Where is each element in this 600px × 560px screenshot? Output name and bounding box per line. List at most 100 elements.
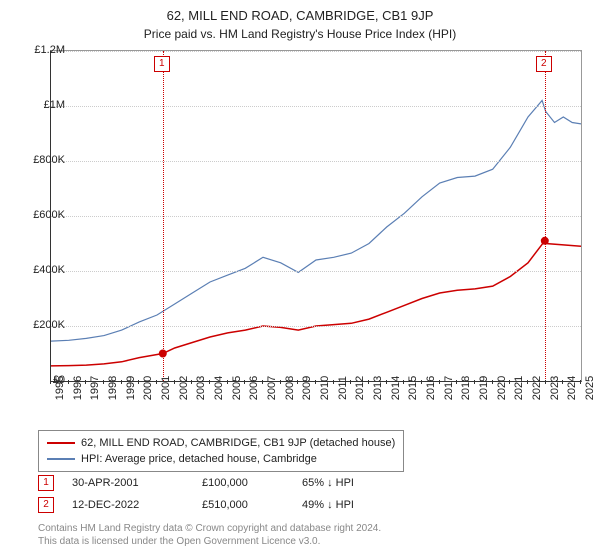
xtick-mark xyxy=(439,380,440,384)
xtick-mark xyxy=(138,380,139,384)
gridline xyxy=(51,161,581,162)
sales-table: 1 30-APR-2001 £100,000 65% ↓ HPI 2 12-DE… xyxy=(38,472,402,516)
xtick-label: 2013 xyxy=(372,376,384,400)
sale-date: 30-APR-2001 xyxy=(72,477,202,489)
xtick-label: 2022 xyxy=(531,376,543,400)
xtick-label: 1997 xyxy=(89,376,101,400)
xtick-label: 2000 xyxy=(142,376,154,400)
xtick-mark xyxy=(262,380,263,384)
xtick-mark xyxy=(280,380,281,384)
gridline xyxy=(51,271,581,272)
sale-vline xyxy=(163,51,164,381)
xtick-mark xyxy=(244,380,245,384)
xtick-label: 2001 xyxy=(160,376,172,400)
xtick-label: 1996 xyxy=(72,376,84,400)
xtick-label: 2015 xyxy=(407,376,419,400)
xtick-label: 2011 xyxy=(337,376,349,400)
xtick-label: 2009 xyxy=(301,376,313,400)
xtick-label: 1999 xyxy=(125,376,137,400)
xtick-label: 2023 xyxy=(549,376,561,400)
xtick-mark xyxy=(174,380,175,384)
xtick-mark xyxy=(562,380,563,384)
sale-price: £510,000 xyxy=(202,499,302,511)
xtick-mark xyxy=(492,380,493,384)
xtick-mark xyxy=(386,380,387,384)
chart-container: 62, MILL END ROAD, CAMBRIDGE, CB1 9JP Pr… xyxy=(0,0,600,560)
xtick-mark xyxy=(191,380,192,384)
xtick-label: 2002 xyxy=(178,376,190,400)
xtick-label: 2019 xyxy=(478,376,490,400)
gridline xyxy=(51,106,581,107)
sale-marker-icon: 2 xyxy=(38,497,54,513)
xtick-mark xyxy=(403,380,404,384)
xtick-mark xyxy=(421,380,422,384)
xtick-label: 2006 xyxy=(248,376,260,400)
chart-subtitle: Price paid vs. HM Land Registry's House … xyxy=(0,23,600,41)
gridline xyxy=(51,326,581,327)
xtick-label: 1998 xyxy=(107,376,119,400)
footer-line: Contains HM Land Registry data © Crown c… xyxy=(38,522,381,535)
xtick-label: 2004 xyxy=(213,376,225,400)
sale-diff: 49% ↓ HPI xyxy=(302,499,402,511)
xtick-label: 2007 xyxy=(266,376,278,400)
legend-item: HPI: Average price, detached house, Camb… xyxy=(47,451,395,467)
xtick-mark xyxy=(50,380,51,384)
ytick-label: £1M xyxy=(15,99,65,111)
xtick-label: 2005 xyxy=(231,376,243,400)
footer-line: This data is licensed under the Open Gov… xyxy=(38,535,381,548)
xtick-label: 2024 xyxy=(566,376,578,400)
sales-row: 2 12-DEC-2022 £510,000 49% ↓ HPI xyxy=(38,494,402,516)
xtick-label: 2017 xyxy=(443,376,455,400)
xtick-label: 2025 xyxy=(584,376,596,400)
xtick-mark xyxy=(209,380,210,384)
sale-price: £100,000 xyxy=(202,477,302,489)
xtick-mark xyxy=(297,380,298,384)
ytick-label: £800K xyxy=(15,154,65,166)
xtick-mark xyxy=(68,380,69,384)
xtick-mark xyxy=(368,380,369,384)
xtick-mark xyxy=(85,380,86,384)
xtick-mark xyxy=(315,380,316,384)
xtick-mark xyxy=(509,380,510,384)
plot-area xyxy=(50,50,582,382)
sale-marker-icon: 1 xyxy=(38,475,54,491)
xtick-mark xyxy=(121,380,122,384)
xtick-label: 2014 xyxy=(390,376,402,400)
ytick-label: £200K xyxy=(15,319,65,331)
xtick-mark xyxy=(456,380,457,384)
xtick-label: 2016 xyxy=(425,376,437,400)
sale-diff: 65% ↓ HPI xyxy=(302,477,402,489)
series-line-hpi xyxy=(51,101,581,342)
gridline xyxy=(51,51,581,52)
xtick-label: 2012 xyxy=(354,376,366,400)
xtick-mark xyxy=(527,380,528,384)
legend-swatch xyxy=(47,442,75,444)
xtick-mark xyxy=(227,380,228,384)
xtick-mark xyxy=(156,380,157,384)
xtick-mark xyxy=(545,380,546,384)
chart-title: 62, MILL END ROAD, CAMBRIDGE, CB1 9JP xyxy=(0,0,600,23)
gridline xyxy=(51,216,581,217)
sale-date: 12-DEC-2022 xyxy=(72,499,202,511)
xtick-label: 2003 xyxy=(195,376,207,400)
sale-marker-box: 2 xyxy=(536,56,552,72)
footer: Contains HM Land Registry data © Crown c… xyxy=(38,522,381,548)
sales-row: 1 30-APR-2001 £100,000 65% ↓ HPI xyxy=(38,472,402,494)
xtick-label: 2020 xyxy=(496,376,508,400)
xtick-label: 1995 xyxy=(54,376,66,400)
sale-vline xyxy=(545,51,546,381)
legend: 62, MILL END ROAD, CAMBRIDGE, CB1 9JP (d… xyxy=(38,430,404,472)
xtick-mark xyxy=(580,380,581,384)
legend-label: HPI: Average price, detached house, Camb… xyxy=(81,453,317,465)
xtick-mark xyxy=(333,380,334,384)
xtick-label: 2018 xyxy=(460,376,472,400)
xtick-label: 2021 xyxy=(513,376,525,400)
legend-label: 62, MILL END ROAD, CAMBRIDGE, CB1 9JP (d… xyxy=(81,437,395,449)
xtick-mark xyxy=(103,380,104,384)
xtick-mark xyxy=(474,380,475,384)
sale-marker-box: 1 xyxy=(154,56,170,72)
ytick-label: £1.2M xyxy=(15,44,65,56)
ytick-label: £600K xyxy=(15,209,65,221)
xtick-label: 2008 xyxy=(284,376,296,400)
xtick-mark xyxy=(350,380,351,384)
